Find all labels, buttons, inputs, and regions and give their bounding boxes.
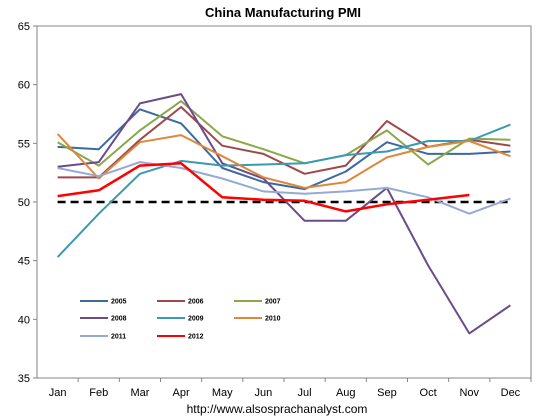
legend-label-2008: 2008 bbox=[111, 316, 127, 323]
x-tick-label: Jul bbox=[298, 387, 312, 399]
source-url: http://www.alsosprachanalyst.com bbox=[187, 402, 368, 416]
legend-label-2007: 2007 bbox=[265, 299, 281, 306]
y-tick-label: 60 bbox=[18, 80, 30, 92]
legend-label-2012: 2012 bbox=[188, 334, 204, 341]
series-line-2010 bbox=[56, 133, 511, 189]
legend: 2005 2006 2007 2008 2009 2010 2011 2012 bbox=[80, 299, 281, 341]
legend-label-2010: 2010 bbox=[265, 316, 281, 323]
series-line-2005 bbox=[57, 108, 511, 191]
x-tick-label: Jun bbox=[255, 387, 273, 399]
chart-title: China Manufacturing PMI bbox=[205, 5, 361, 20]
y-tick-label: 40 bbox=[18, 314, 30, 326]
y-tick-label: 55 bbox=[18, 138, 30, 150]
x-tick-label: Apr bbox=[173, 387, 190, 399]
y-tick-label: 65 bbox=[18, 21, 30, 33]
x-tick-label: Feb bbox=[89, 387, 108, 399]
y-tick-label: 35 bbox=[18, 373, 30, 385]
y-tick-label: 50 bbox=[18, 197, 30, 209]
x-axis: Jan Feb Mar Apr May Jun Jul Aug Sep Oct Nov Dec bbox=[49, 378, 532, 399]
x-tick-label: May bbox=[212, 387, 233, 399]
x-tick-label: Jan bbox=[49, 387, 67, 399]
x-tick-label: Aug bbox=[336, 387, 356, 399]
x-tick-label: Oct bbox=[420, 387, 437, 399]
series-line-2009 bbox=[56, 123, 511, 258]
legend-label-2011: 2011 bbox=[111, 334, 126, 341]
legend-label-2005: 2005 bbox=[111, 299, 127, 306]
x-tick-label: Nov bbox=[459, 387, 479, 399]
legend-label-2009: 2009 bbox=[188, 316, 204, 323]
legend-label-2006: 2006 bbox=[188, 299, 204, 306]
x-tick-label: Dec bbox=[501, 387, 521, 399]
x-tick-label: Sep bbox=[377, 387, 397, 399]
y-tick-label: 45 bbox=[18, 256, 30, 268]
x-tick-label: Mar bbox=[130, 387, 149, 399]
series-line-2012 bbox=[57, 162, 470, 213]
y-axis: 35 40 45 50 55 60 65 bbox=[18, 21, 37, 385]
series-lines bbox=[56, 93, 511, 335]
series-line-2007 bbox=[57, 100, 511, 167]
